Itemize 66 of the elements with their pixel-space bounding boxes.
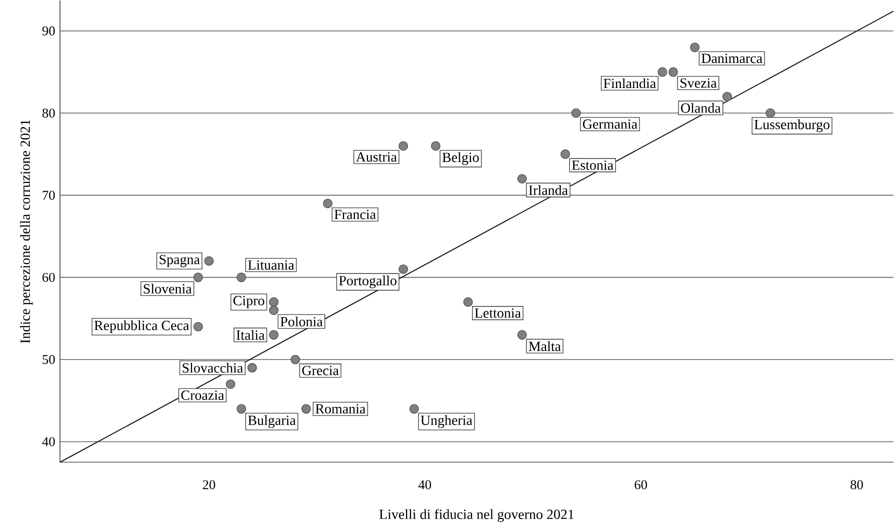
annotation: Olanda	[681, 102, 721, 113]
point	[430, 141, 440, 150]
point	[193, 322, 203, 332]
annotation: Francia	[334, 210, 376, 220]
point	[463, 297, 473, 307]
point	[269, 330, 278, 340]
point	[690, 42, 700, 52]
annotation: Malta	[528, 341, 561, 351]
annotation: Bulgaria	[248, 414, 296, 428]
point	[398, 141, 408, 150]
annotation: Danimarca	[702, 54, 762, 63]
point	[571, 108, 581, 118]
point	[766, 108, 776, 118]
y-tick-label: 40	[42, 437, 55, 446]
annotation: Germania	[582, 119, 638, 129]
x-tick-label: 40	[418, 480, 432, 490]
point	[517, 174, 527, 184]
point	[290, 354, 300, 364]
x-tick-label: 60	[634, 480, 647, 490]
point	[247, 362, 257, 372]
annotation: Italia	[236, 330, 265, 340]
point	[560, 149, 570, 159]
x-tick-label: 80	[850, 480, 863, 490]
y-tick-label: 70	[42, 190, 55, 200]
annotation: Belgio	[442, 152, 479, 165]
point	[193, 272, 203, 282]
annotation: Grecia	[302, 366, 339, 376]
annotation: Ungheria	[420, 414, 472, 428]
point	[236, 404, 246, 414]
point	[409, 404, 419, 414]
annotation: Repubblica Ceca	[94, 320, 189, 333]
point	[658, 67, 668, 77]
point	[301, 404, 311, 414]
annotation: Svezia	[680, 78, 717, 88]
y-tick-label: 80	[42, 108, 55, 118]
annotation: Lituania	[248, 260, 294, 270]
annotation: Estonia	[572, 160, 614, 170]
point	[517, 330, 527, 340]
annotation: Lussemburgo	[754, 119, 830, 132]
point	[204, 256, 214, 266]
annotation: Finlandia	[604, 78, 656, 88]
annotation: Slovenia	[144, 284, 192, 294]
point	[668, 67, 678, 77]
annotation: Portogallo	[339, 275, 396, 288]
point	[236, 272, 246, 282]
point	[269, 305, 278, 315]
annotation: Lettonia	[474, 308, 521, 318]
point	[722, 92, 732, 102]
annotation: Irlanda	[528, 184, 568, 195]
x-axis-title: Livelli di fiducia nel governo 2021	[379, 508, 574, 522]
point	[398, 264, 408, 274]
annotation: Slovacchia	[182, 362, 243, 373]
annotation: Croazia	[181, 390, 224, 400]
annotation: Cipro	[233, 296, 264, 308]
y-tick-label: 90	[42, 26, 55, 36]
annotation: Austria	[356, 152, 397, 162]
y-tick-label: 50	[42, 354, 55, 364]
point	[269, 297, 278, 307]
annotation: Romania	[316, 404, 366, 414]
annotation: Polonia	[280, 316, 323, 326]
y-tick-label: 60	[42, 272, 55, 282]
point	[226, 379, 236, 389]
annotation: Spagna	[160, 254, 200, 267]
x-tick-label: 20	[202, 480, 216, 490]
point	[322, 198, 332, 208]
y-axis-title: Indice percezione della corruzione 2021	[20, 120, 33, 343]
